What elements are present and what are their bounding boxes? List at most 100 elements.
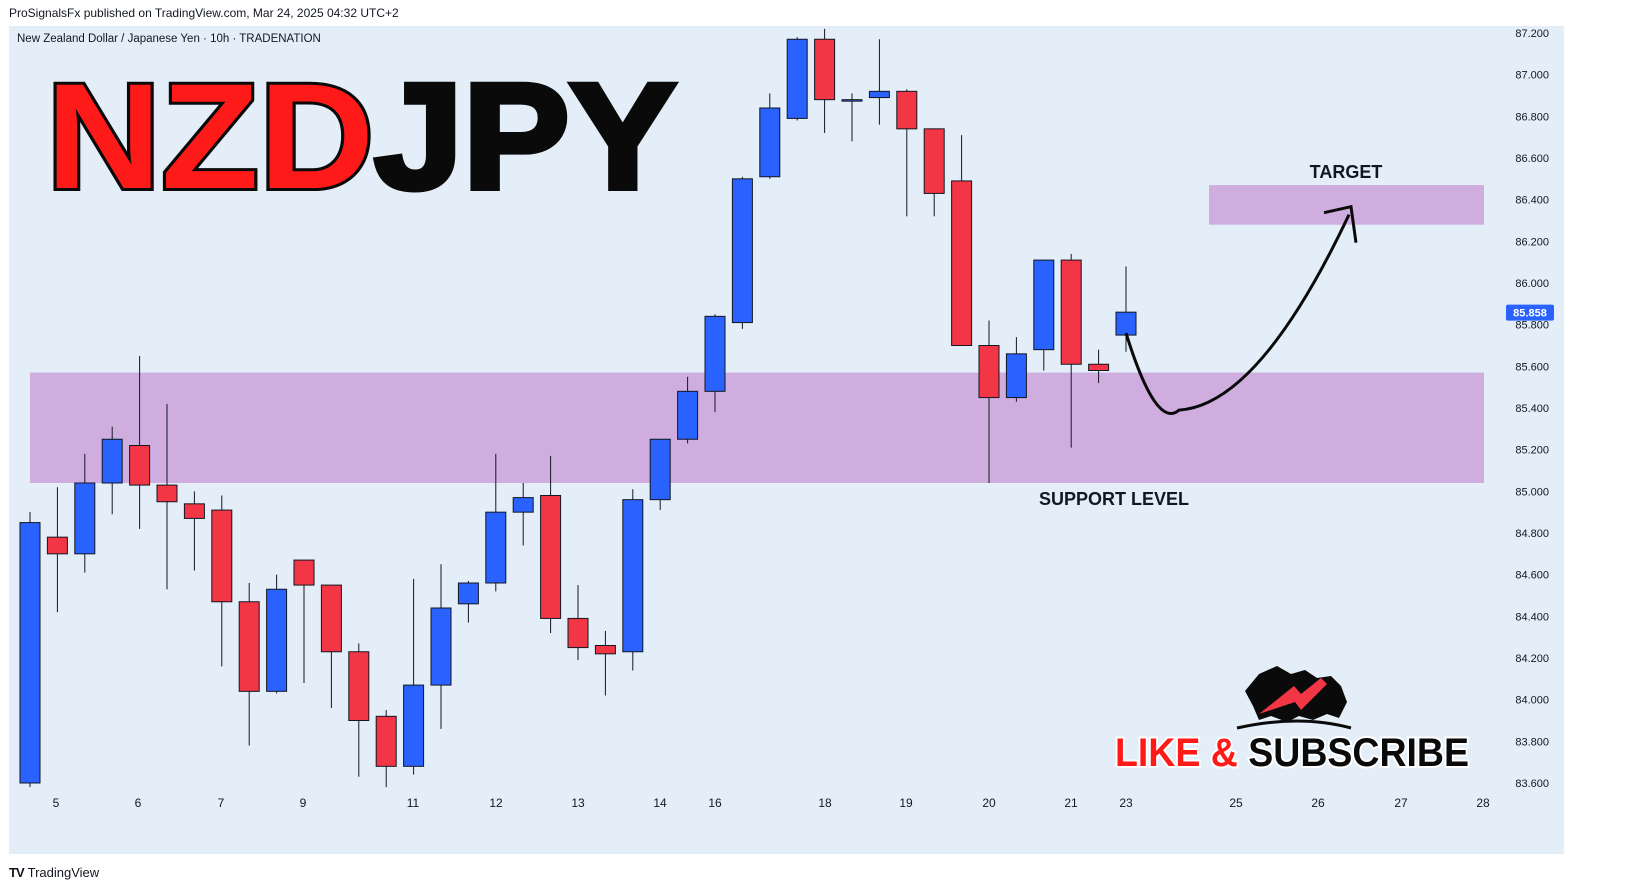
candle: [1060, 253, 1082, 448]
current-price-label: 85.858: [1513, 308, 1547, 320]
candle-body: [841, 99, 863, 102]
bull-bear-logo-icon: [1236, 666, 1352, 730]
candle: [74, 453, 96, 573]
chart-panel[interactable]: TARGET SUPPORT LEVEL NZD JPY LIKE & SUBSCRIB…: [9, 26, 1564, 854]
publish-header: ProSignalsFx published on TradingView.co…: [9, 6, 399, 20]
candle-body: [1088, 363, 1110, 371]
candle-body: [266, 588, 288, 692]
candle: [841, 93, 863, 142]
candle-body: [375, 715, 397, 767]
candle: [46, 487, 68, 613]
candle-body: [293, 559, 315, 586]
candle-body: [19, 522, 41, 784]
candle: [677, 376, 699, 444]
candle-body: [156, 484, 178, 503]
candle: [320, 584, 342, 708]
candle-body: [622, 499, 644, 653]
candle: [293, 559, 315, 683]
candle-body: [731, 178, 753, 324]
candle-body: [594, 645, 616, 655]
candle-body: [677, 390, 699, 440]
price-chart[interactable]: TARGET SUPPORT LEVEL NZD JPY LIKE & SUBSCRIB…: [9, 26, 1564, 854]
candle-body: [704, 315, 726, 392]
y-tick-label: 86.600: [1515, 153, 1549, 165]
cta-subscribe: SUBSCRIBE: [1248, 731, 1469, 775]
candles-layer: [19, 28, 1137, 788]
x-tick-label: 21: [1064, 796, 1078, 810]
candle-body: [485, 511, 507, 584]
candle: [896, 89, 918, 217]
candle-body: [183, 503, 205, 519]
y-tick-label: 86.400: [1515, 195, 1549, 207]
candle-body: [512, 497, 534, 513]
candle-body: [211, 509, 233, 603]
candle: [951, 135, 973, 346]
candle-body: [1033, 259, 1055, 351]
candle-body: [978, 345, 1000, 399]
candle: [731, 176, 753, 329]
candle-body: [540, 495, 562, 619]
y-tick-label: 85.600: [1515, 361, 1549, 373]
y-tick-label: 87.200: [1515, 28, 1549, 40]
y-tick-label: 87.000: [1515, 70, 1549, 82]
y-tick-label: 85.000: [1515, 486, 1549, 498]
red-arrow-shape: [1259, 678, 1327, 714]
y-tick-label: 85.800: [1515, 320, 1549, 332]
candle: [704, 314, 726, 413]
y-tick-label: 86.200: [1515, 236, 1549, 248]
tradingview-logo: TV: [9, 865, 25, 880]
x-tick-label: 11: [407, 796, 420, 810]
y-tick-label: 84.400: [1515, 611, 1549, 623]
y-tick-label: 84.200: [1515, 653, 1549, 665]
candle: [457, 580, 479, 623]
title-part-nzd: NZD: [46, 52, 374, 220]
title-part-jpy: JPY: [374, 52, 676, 220]
candle: [649, 438, 671, 511]
candle-body: [814, 38, 836, 101]
y-tick-label: 86.800: [1515, 111, 1549, 123]
candle: [814, 28, 836, 133]
candle: [266, 574, 288, 694]
candle: [348, 643, 370, 777]
candle: [211, 495, 233, 667]
x-tick-label: 19: [899, 796, 913, 810]
candle: [156, 403, 178, 590]
candle-body: [403, 684, 425, 767]
candle-body: [320, 584, 342, 653]
x-tick-label: 6: [135, 796, 142, 810]
cta-amp: &: [1200, 731, 1248, 775]
candle-body: [923, 128, 945, 194]
candle: [101, 426, 123, 515]
like-subscribe-cta: LIKE & SUBSCRIBE: [1115, 731, 1469, 775]
candle-body: [1060, 259, 1082, 365]
zone-support: [30, 372, 1484, 483]
y-tick-label: 83.800: [1515, 736, 1549, 748]
x-tick-label: 12: [489, 796, 503, 810]
candle: [183, 491, 205, 571]
x-tick-label: 20: [982, 796, 996, 810]
candle: [19, 512, 41, 788]
candle-body: [129, 445, 151, 486]
x-tick-label: 13: [571, 796, 585, 810]
y-tick-label: 84.600: [1515, 570, 1549, 582]
y-tick-label: 83.600: [1515, 778, 1549, 790]
candle: [238, 583, 260, 746]
x-tick-label: 27: [1394, 796, 1408, 810]
candle: [1005, 337, 1027, 402]
x-tick-label: 14: [653, 796, 667, 810]
overlay-layer: TARGET SUPPORT LEVEL NZD JPY LIKE & SUBSCRIB…: [43, 49, 1471, 777]
tradingview-footer: TV TradingView: [9, 865, 99, 880]
candle: [1115, 266, 1137, 352]
x-tick-label: 7: [218, 796, 225, 810]
y-tick-label: 86.000: [1515, 278, 1549, 290]
x-tick-label: 23: [1119, 796, 1133, 810]
candle: [923, 128, 945, 217]
candle-body: [649, 438, 671, 501]
x-tick-label: 18: [818, 796, 832, 810]
candle-body: [1005, 353, 1027, 399]
candle-body: [1115, 311, 1137, 336]
current-price-badge: [1506, 304, 1554, 321]
candle-body: [430, 607, 452, 686]
candle: [868, 39, 890, 125]
candle-body: [786, 38, 808, 119]
